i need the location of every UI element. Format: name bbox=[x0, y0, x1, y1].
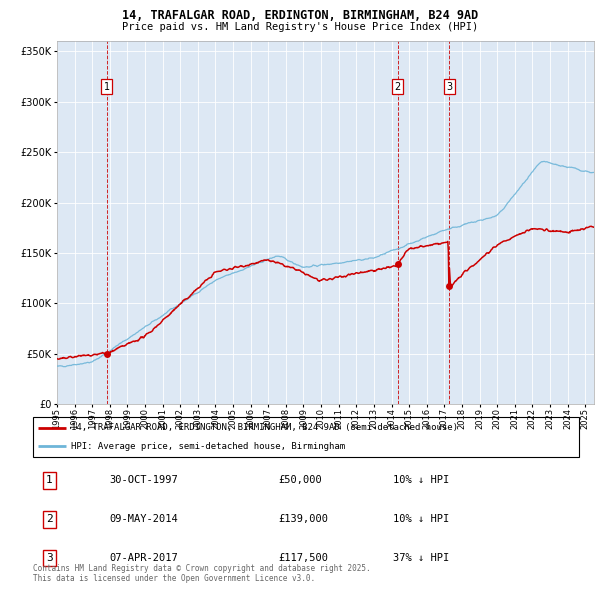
Text: 14, TRAFALGAR ROAD, ERDINGTON, BIRMINGHAM, B24 9AD: 14, TRAFALGAR ROAD, ERDINGTON, BIRMINGHA… bbox=[122, 9, 478, 22]
Text: 07-APR-2017: 07-APR-2017 bbox=[109, 553, 178, 563]
Text: 1: 1 bbox=[104, 81, 110, 91]
Text: 10% ↓ HPI: 10% ↓ HPI bbox=[394, 514, 449, 524]
Text: 3: 3 bbox=[46, 553, 53, 563]
Text: 10% ↓ HPI: 10% ↓ HPI bbox=[394, 476, 449, 485]
Text: Price paid vs. HM Land Registry's House Price Index (HPI): Price paid vs. HM Land Registry's House … bbox=[122, 22, 478, 32]
Text: 1: 1 bbox=[46, 476, 53, 485]
Text: £50,000: £50,000 bbox=[279, 476, 322, 485]
Text: £117,500: £117,500 bbox=[279, 553, 329, 563]
Text: 2: 2 bbox=[46, 514, 53, 524]
Text: 30-OCT-1997: 30-OCT-1997 bbox=[109, 476, 178, 485]
Text: HPI: Average price, semi-detached house, Birmingham: HPI: Average price, semi-detached house,… bbox=[71, 442, 346, 451]
Text: 3: 3 bbox=[446, 81, 452, 91]
Text: 37% ↓ HPI: 37% ↓ HPI bbox=[394, 553, 449, 563]
Text: £139,000: £139,000 bbox=[279, 514, 329, 524]
Text: 14, TRAFALGAR ROAD, ERDINGTON, BIRMINGHAM, B24 9AD (semi-detached house): 14, TRAFALGAR ROAD, ERDINGTON, BIRMINGHA… bbox=[71, 424, 458, 432]
Text: Contains HM Land Registry data © Crown copyright and database right 2025.
This d: Contains HM Land Registry data © Crown c… bbox=[33, 563, 371, 583]
Text: 09-MAY-2014: 09-MAY-2014 bbox=[109, 514, 178, 524]
Text: 2: 2 bbox=[395, 81, 401, 91]
